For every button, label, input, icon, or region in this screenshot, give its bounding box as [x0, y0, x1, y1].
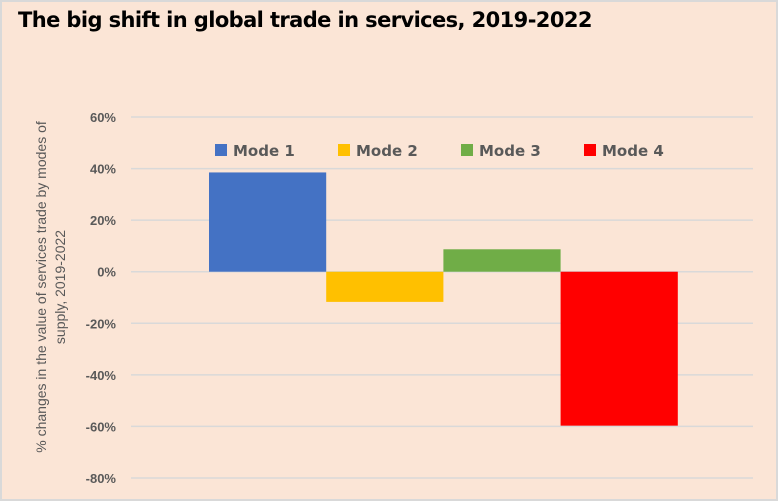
legend: Mode 1 Mode 2 Mode 3 Mode 4 [215, 142, 664, 160]
legend-item: Mode 2 [338, 142, 418, 160]
legend-label: Mode 1 [233, 142, 295, 160]
y-tick-label: -60% [86, 419, 117, 434]
bars [209, 172, 678, 426]
legend-swatch [461, 144, 473, 156]
bar-mode-3 [443, 249, 561, 272]
bar-mode-4 [560, 271, 678, 426]
chart-title: The big shift in global trade in service… [18, 8, 592, 32]
legend-label: Mode 4 [602, 142, 664, 160]
y-axis-label-line: supply, 2019-2022 [52, 230, 68, 344]
legend-swatch [338, 144, 350, 156]
y-tick-label: 0% [97, 265, 116, 280]
legend-swatch [215, 144, 227, 156]
y-tick-label: -20% [86, 316, 117, 331]
y-tick-labels: 60% 40% 20% 0% -20% -40% -60% -80% [86, 110, 117, 486]
legend-label: Mode 2 [356, 142, 418, 160]
legend-label: Mode 3 [479, 142, 541, 160]
legend-item: Mode 3 [461, 142, 541, 160]
legend-item: Mode 1 [215, 142, 295, 160]
legend-item: Mode 4 [584, 142, 664, 160]
bar-mode-2 [326, 271, 444, 302]
y-tick-label: 20% [90, 213, 116, 228]
y-tick-label: -40% [86, 368, 117, 383]
y-tick-label: 40% [90, 162, 116, 177]
y-axis-label-line: % changes in the value of services trade… [33, 121, 49, 453]
bar-mode-1 [209, 172, 327, 272]
y-axis-label: % changes in the value of services trade… [33, 121, 68, 453]
y-tick-label: 60% [90, 110, 116, 125]
legend-swatch [584, 144, 596, 156]
y-tick-label: -80% [86, 471, 117, 486]
